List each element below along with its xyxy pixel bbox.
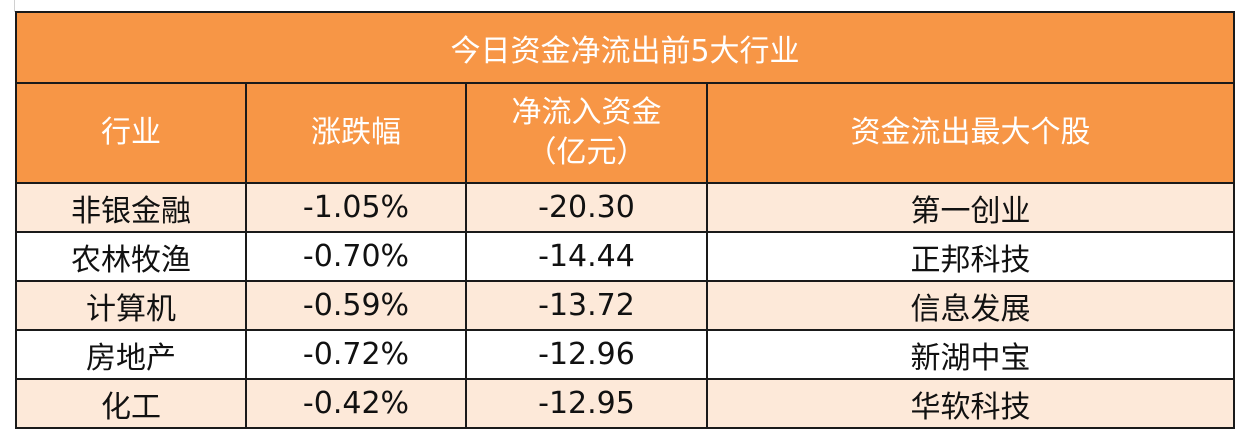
header-industry: 行业 <box>15 82 247 184</box>
net-inflow-cell: -12.95 <box>465 378 708 429</box>
net-inflow-cell: -13.72 <box>465 280 708 331</box>
top-stock-cell: 新湖中宝 <box>705 329 1236 380</box>
header-top-stock: 资金流出最大个股 <box>705 82 1236 184</box>
industry-outflow-table: 今日资金净流出前5大行业 行业 涨跌幅 净流入资金 （亿元） 资金流出最大个股 非… <box>14 11 1236 429</box>
top-stock-cell: 信息发展 <box>705 280 1236 331</box>
net-inflow-cell: -14.44 <box>465 231 708 282</box>
header-net-inflow-label: 净流入资金 <box>511 95 662 130</box>
change-cell: -0.72% <box>245 329 467 380</box>
industry-cell: 房地产 <box>15 329 247 380</box>
industry-cell: 计算机 <box>15 280 247 331</box>
top-stock-cell: 正邦科技 <box>705 231 1236 282</box>
table-row: 房地产 -0.72% -12.96 新湖中宝 <box>15 329 1236 380</box>
table-title: 今日资金净流出前5大行业 <box>14 11 1236 84</box>
header-net-inflow: 净流入资金 （亿元） <box>465 82 708 184</box>
change-cell: -0.59% <box>245 280 467 331</box>
header-change: 涨跌幅 <box>245 82 467 184</box>
net-inflow-cell: -20.30 <box>465 182 708 233</box>
left-border <box>14 0 15 12</box>
change-cell: -0.42% <box>245 378 467 429</box>
table-row: 计算机 -0.59% -13.72 信息发展 <box>15 280 1236 331</box>
table-row: 化工 -0.42% -12.95 华软科技 <box>15 378 1236 429</box>
top-stock-cell: 第一创业 <box>705 182 1236 233</box>
industry-cell: 非银金融 <box>15 182 247 233</box>
top-stock-cell: 华软科技 <box>705 378 1236 429</box>
change-cell: -0.70% <box>245 231 467 282</box>
table-row: 农林牧渔 -0.70% -14.44 正邦科技 <box>15 231 1236 282</box>
change-cell: -1.05% <box>245 182 467 233</box>
industry-cell: 化工 <box>15 378 247 429</box>
header-net-inflow-unit: （亿元） <box>526 135 647 170</box>
table-row: 非银金融 -1.05% -20.30 第一创业 <box>15 182 1236 233</box>
industry-cell: 农林牧渔 <box>15 231 247 282</box>
net-inflow-cell: -12.96 <box>465 329 708 380</box>
